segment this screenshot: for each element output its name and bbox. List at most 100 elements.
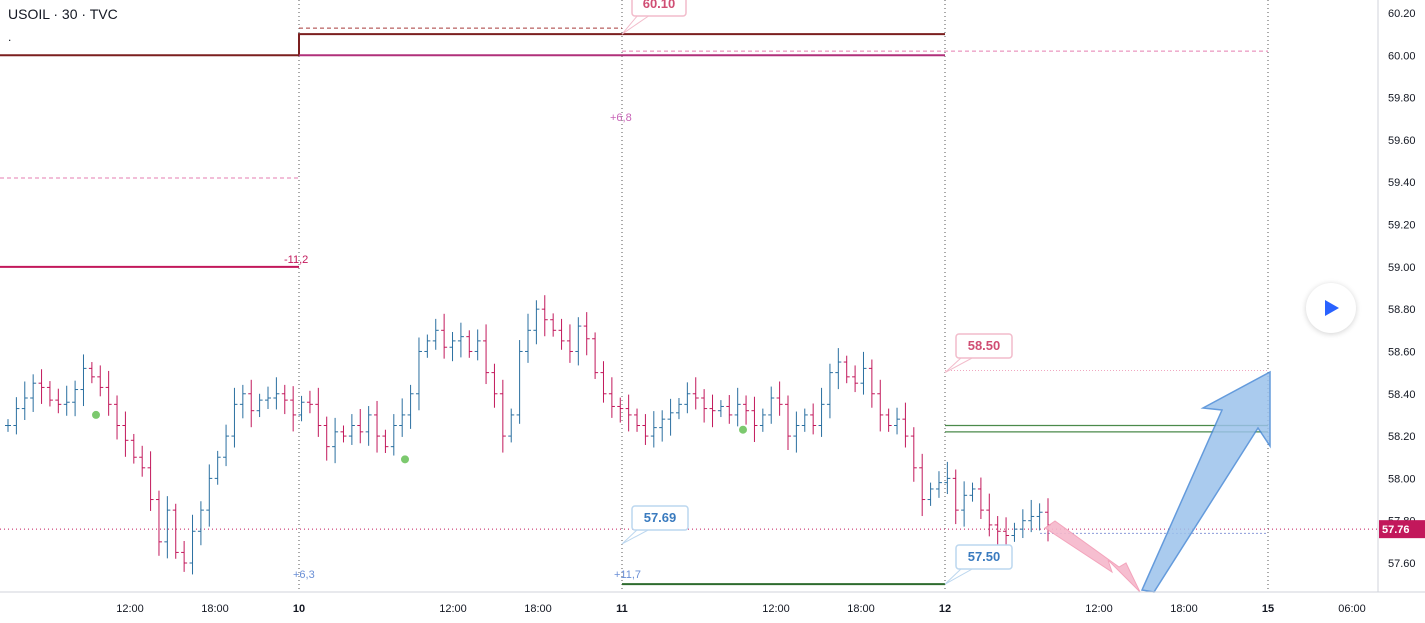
callout-57.50: 57.50 — [944, 544, 1013, 585]
price-bar — [306, 390, 313, 414]
callout-58.50: 58.50 — [944, 333, 1013, 374]
price-bar — [491, 363, 498, 408]
price-bar — [88, 362, 95, 384]
x-tick-label: 12:00 — [762, 603, 790, 615]
price-bar — [952, 469, 959, 525]
price-bar — [206, 464, 213, 527]
price-bar — [692, 377, 699, 410]
y-tick-label: 58.20 — [1388, 431, 1416, 443]
price-bar — [575, 317, 582, 366]
annotation-label: +6,3 — [293, 569, 315, 581]
price-bar — [927, 482, 934, 506]
price-bar — [659, 410, 666, 442]
price-bar — [231, 387, 238, 448]
y-tick-label: 59.40 — [1388, 177, 1416, 189]
price-bar — [684, 382, 691, 414]
price-bar — [986, 493, 993, 537]
price-bar — [474, 329, 481, 361]
y-tick-label: 58.00 — [1388, 473, 1416, 485]
time-axis[interactable]: 12:00 18:00 10 12:00 18:00 11 12:00 18:00 12 12:0… — [0, 591, 1425, 615]
callout-text: 57.69 — [644, 510, 677, 525]
level-lines — [0, 27, 1378, 586]
x-tick-label: 11 — [616, 603, 628, 615]
price-bar — [281, 384, 288, 415]
y-tick-label: 58.40 — [1388, 389, 1416, 401]
price-bar — [516, 340, 523, 424]
play-icon — [1325, 300, 1339, 316]
price-bar — [1036, 503, 1043, 531]
price-bar — [214, 450, 221, 485]
price-axis[interactable]: 60.20 60.00 59.80 59.60 59.40 59.20 59.00 58.80… — [1377, 0, 1425, 592]
session-separators — [298, 0, 1269, 592]
x-tick-label: 10 — [293, 603, 305, 615]
price-bar — [625, 394, 632, 432]
price-bar — [994, 516, 1001, 546]
price-bar — [72, 380, 79, 417]
price-bar — [382, 429, 389, 453]
callout-57.69: 57.69 — [621, 505, 689, 545]
price-bar — [675, 398, 682, 420]
price-bar — [541, 295, 548, 337]
price-bar — [424, 334, 431, 358]
price-bar — [852, 365, 859, 393]
price-bar — [105, 370, 112, 416]
price-bar — [525, 313, 531, 363]
price-bar — [340, 425, 347, 443]
y-tick-label: 60.00 — [1388, 50, 1416, 62]
x-tick-label: 12:00 — [1085, 603, 1113, 615]
price-bar — [826, 363, 833, 419]
signal-dot — [401, 455, 409, 464]
price-bar — [785, 395, 791, 451]
price-bar — [290, 386, 297, 432]
price-bar — [323, 416, 330, 461]
price-bar — [566, 324, 573, 363]
price-bar — [634, 408, 641, 432]
price-bar — [768, 386, 775, 424]
price-bar — [114, 395, 121, 440]
price-bar — [248, 379, 255, 428]
x-tick-label: 15 — [1262, 603, 1274, 615]
price-bar — [97, 365, 104, 397]
price-bar — [1019, 509, 1026, 539]
play-button[interactable] — [1306, 283, 1356, 333]
price-bar — [13, 397, 20, 435]
y-tick-label: 59.80 — [1388, 93, 1416, 105]
callout-text: 57.50 — [968, 549, 1001, 564]
price-bar — [374, 400, 381, 453]
price-bar — [181, 541, 188, 572]
price-bar — [432, 318, 439, 350]
price-bar — [508, 408, 515, 443]
price-bar — [860, 351, 867, 395]
price-bar — [399, 398, 406, 437]
price-bar — [910, 427, 917, 482]
price-bar — [415, 337, 422, 411]
annotation-label: +11,7 — [614, 569, 641, 581]
price-bar — [944, 461, 951, 495]
price-bar — [172, 503, 179, 559]
price-bar — [902, 402, 909, 448]
x-tick-label: 18:00 — [1170, 603, 1198, 615]
annotation-label: +6,8 — [610, 112, 632, 124]
callout-text: 60.10 — [643, 0, 676, 11]
price-bar — [80, 354, 87, 407]
price-bar — [977, 477, 984, 519]
price-bar — [726, 395, 733, 424]
price-bar — [751, 396, 758, 442]
callout-text: 58.50 — [968, 338, 1001, 353]
price-bar — [969, 482, 976, 502]
price-bar — [608, 377, 615, 418]
x-tick-label: 18:00 — [524, 603, 552, 615]
price-bar — [466, 330, 473, 358]
price-bar — [449, 332, 456, 362]
price-bar — [650, 411, 657, 448]
price-bar — [256, 393, 263, 418]
x-tick-label: 18:00 — [201, 603, 229, 615]
price-bar — [793, 411, 800, 453]
price-bar — [46, 381, 53, 407]
price-bar — [558, 318, 565, 350]
y-tick-label: 59.60 — [1388, 135, 1416, 147]
price-bar — [139, 445, 146, 477]
y-tick-label: 60.20 — [1388, 8, 1416, 20]
